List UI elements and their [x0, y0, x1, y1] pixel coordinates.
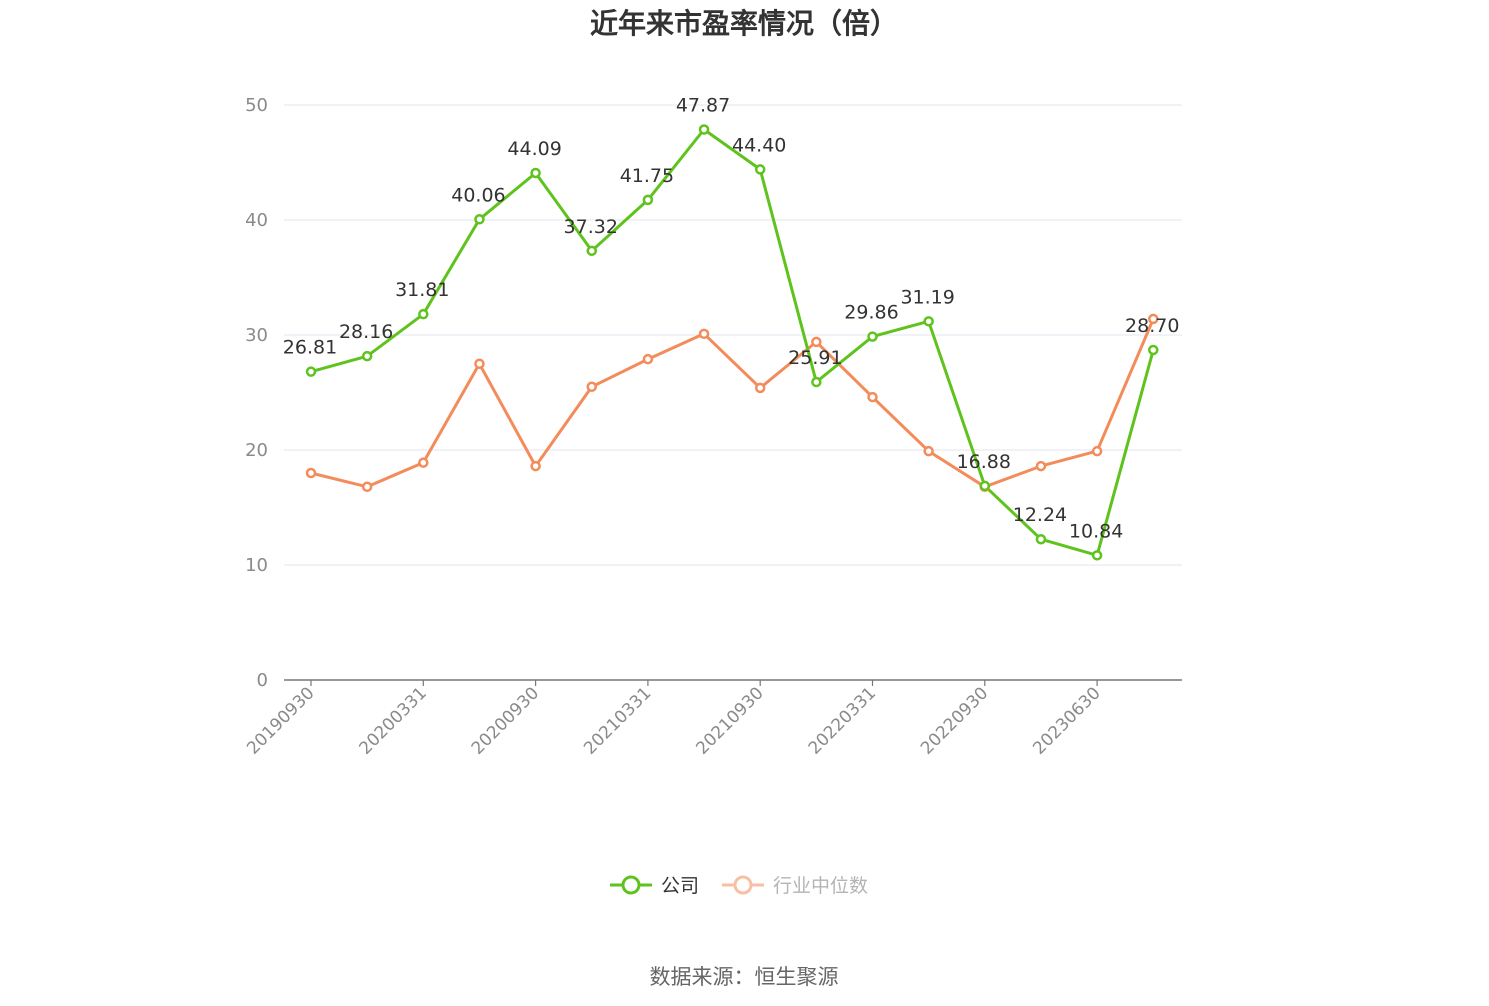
legend-marker-icon	[733, 875, 753, 895]
data-label: 25.91	[788, 347, 842, 369]
legend-label: 公司	[661, 875, 699, 897]
data-point-industry-median	[811, 336, 822, 348]
legend-label: 行业中位数	[773, 875, 868, 897]
y-tick-label: 30	[245, 325, 268, 346]
data-point-industry-median	[305, 467, 317, 479]
data-point-company	[361, 350, 373, 362]
y-tick-label: 10	[245, 555, 268, 576]
y-axis: 0 10 20 30 40 50	[245, 95, 268, 691]
data-point-industry-median	[361, 481, 373, 493]
data-point-industry-median	[530, 460, 541, 472]
data-label: 41.75	[620, 165, 674, 187]
legend-item-industry-median[interactable]: 行业中位数	[722, 875, 868, 897]
data-point-industry-median	[698, 328, 710, 340]
x-tick-label: 20230630	[1029, 683, 1104, 758]
chart-title: 近年来市盈率情况（倍）	[590, 7, 898, 40]
data-point-industry-median	[1091, 445, 1103, 457]
legend-marker-icon	[621, 875, 641, 895]
data-point-company	[642, 194, 654, 206]
data-label: 47.87	[676, 94, 730, 116]
data-label: 26.81	[283, 337, 337, 359]
data-point-company	[811, 376, 822, 388]
data-point-company	[474, 214, 485, 225]
data-point-company	[754, 164, 766, 175]
series-line-industry-median	[310, 318, 1155, 489]
series-line-company	[310, 128, 1155, 557]
data-point-company	[530, 167, 541, 179]
data-label: 12.24	[1013, 504, 1067, 526]
data-point-industry-median	[1035, 460, 1047, 472]
data-label: 31.81	[395, 279, 449, 301]
data-point-industry-median	[418, 457, 429, 468]
data-point-industry-median	[923, 445, 934, 457]
data-label: 29.86	[844, 302, 898, 324]
y-tick-label: 20	[245, 440, 268, 461]
data-point-company	[1091, 550, 1103, 561]
data-label: 28.16	[339, 321, 393, 343]
data-label: 10.84	[1069, 520, 1123, 542]
series-lines	[310, 128, 1155, 557]
source-note: 数据来源：恒生聚源	[650, 965, 839, 989]
legend[interactable]: 公司 行业中位数	[610, 875, 868, 897]
data-point-company	[305, 366, 317, 377]
data-point-company	[979, 480, 991, 492]
data-label: 31.19	[900, 286, 954, 308]
data-label: 16.88	[957, 451, 1011, 473]
x-axis: 20190930 20200331 20200930 20210331 20210930…	[243, 679, 1182, 759]
y-tick-label: 40	[245, 210, 268, 231]
x-tick-label: 20200331	[356, 683, 431, 758]
data-point-company	[1148, 344, 1159, 356]
x-tick-label: 20210930	[692, 683, 767, 758]
grid	[284, 104, 1182, 566]
data-label: 44.09	[507, 138, 561, 160]
x-tick-label: 20200930	[468, 683, 543, 758]
data-point-company	[698, 124, 710, 135]
data-point-company	[586, 245, 597, 257]
data-label: 44.40	[732, 134, 786, 156]
data-point-industry-median	[586, 381, 597, 392]
data-label: 40.06	[451, 184, 505, 206]
data-point-company	[923, 316, 934, 327]
x-tick-label: 20220331	[805, 683, 880, 758]
data-point-company	[867, 331, 878, 342]
data-point-company	[1035, 533, 1047, 545]
data-point-industry-median	[867, 391, 878, 403]
data-point-industry-median	[642, 353, 654, 365]
data-point-company	[418, 308, 429, 320]
x-tick-label: 20190930	[243, 683, 318, 758]
y-tick-label: 0	[257, 670, 268, 691]
series-points	[305, 124, 1159, 561]
data-point-industry-median	[474, 358, 485, 369]
data-label: 37.32	[564, 216, 618, 238]
data-label: 28.70	[1125, 315, 1179, 337]
y-tick-label: 50	[245, 95, 268, 116]
legend-item-company[interactable]: 公司	[610, 875, 699, 897]
x-tick-label: 20210331	[580, 683, 655, 758]
data-point-industry-median	[1148, 313, 1159, 325]
data-point-industry-median	[754, 382, 766, 394]
x-tick-label: 20220930	[917, 683, 992, 758]
